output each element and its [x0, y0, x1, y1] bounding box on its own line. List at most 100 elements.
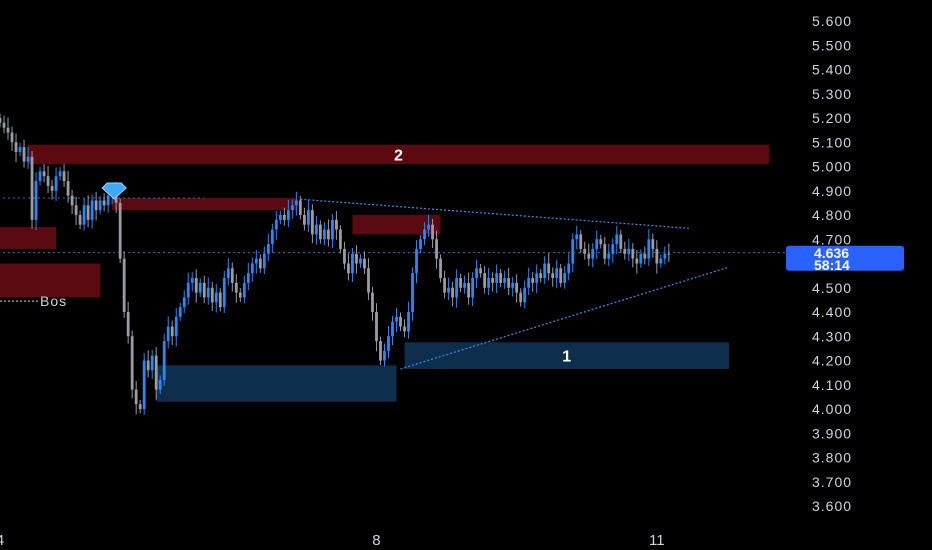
bar-body-23 [90, 200, 94, 220]
y-tick-label-18: 3.700 [812, 474, 852, 490]
bar-body-131 [523, 287, 527, 303]
bar-body-33 [130, 336, 134, 390]
bar-body-36 [142, 360, 146, 409]
bar-body-152 [607, 253, 611, 259]
bar-body-70 [278, 215, 282, 220]
y-tick-label-10: 4.500 [812, 280, 852, 296]
y-tick-label-11: 4.400 [812, 304, 852, 320]
bar-body-150 [599, 239, 603, 245]
bar-body-115 [459, 278, 462, 288]
bar-body-61 [242, 282, 246, 298]
bar-body-121 [483, 273, 487, 288]
bar-body-59 [234, 282, 238, 293]
bar-body-13 [50, 185, 54, 191]
zones-layer: 21 [0, 144, 769, 402]
bar-body-158 [631, 248, 635, 259]
bar-body-105 [419, 239, 422, 249]
bar-body-57 [226, 268, 230, 279]
bar-body-75 [298, 200, 302, 215]
bar-body-14 [54, 176, 58, 191]
bar-body-116 [463, 282, 466, 288]
bar-body-38 [150, 355, 154, 371]
bar-body-71 [282, 215, 286, 220]
bar-body-35 [138, 404, 142, 409]
bar-body-84 [335, 219, 338, 230]
last-price-value: 4.636 [814, 245, 849, 261]
bar-body-136 [543, 263, 547, 279]
bar-body-162 [647, 239, 651, 259]
bar-body-50 [198, 282, 202, 293]
bar-body-18 [70, 195, 74, 206]
bar-body-78 [310, 210, 314, 235]
bar-body-79 [315, 224, 318, 235]
bar-body-82 [327, 229, 330, 240]
last-price-badge-background [786, 245, 904, 271]
bar-body-30 [118, 202, 122, 259]
bar-body-123 [491, 278, 495, 283]
bar-body-138 [551, 273, 555, 279]
bar-body-127 [507, 278, 511, 288]
bar-body-22 [86, 205, 90, 220]
bar-body-3 [10, 132, 14, 143]
bar-body-137 [547, 263, 551, 274]
bar-body-130 [519, 292, 523, 303]
bar-body-166 [663, 253, 667, 259]
price-bars-layer [0, 113, 671, 415]
bar-body-46 [182, 297, 186, 308]
bar-body-77 [306, 210, 310, 225]
bar-body-134 [535, 273, 539, 283]
bar-body-34 [134, 389, 138, 405]
bar-body-68 [270, 229, 274, 245]
diamond-icon [101, 182, 127, 200]
y-tick-label-9: 4.700 [812, 231, 852, 247]
bar-body-52 [206, 287, 210, 298]
bar-body-49 [194, 278, 198, 293]
y-tick-label-1: 5.500 [812, 37, 852, 53]
bar-body-53 [210, 287, 214, 303]
bar-body-164 [655, 248, 659, 264]
bar-body-106 [423, 229, 426, 240]
y-tick-label-16: 3.900 [812, 425, 852, 441]
bar-body-4 [14, 142, 18, 152]
demand-zone-5 [404, 342, 729, 369]
bar-body-129 [515, 282, 519, 293]
bar-body-44 [174, 316, 178, 337]
bar-body-24 [94, 200, 98, 211]
bar-body-93 [371, 292, 374, 312]
supply-zone-2 [352, 215, 441, 235]
bar-body-135 [539, 273, 543, 279]
price-axis[interactable]: 5.600 5.500 5.400 5.300 5.200 5.100 5.000 4.900… [812, 13, 852, 514]
bar-body-100 [399, 316, 402, 327]
bar-body-167 [667, 253, 671, 255]
bar-body-107 [427, 224, 430, 230]
bar-body-141 [563, 273, 567, 283]
bar-body-73 [290, 205, 294, 211]
bar-body-159 [635, 258, 639, 264]
annotations-layer: Bos [0, 182, 127, 309]
x-tick-label-1: 8 [372, 532, 380, 549]
guide-lines-layer [0, 197, 785, 370]
supply-zone-1 [112, 198, 297, 211]
last-price-badge: 4.636 58:14 [786, 245, 904, 273]
supply-zone-0 [28, 144, 769, 165]
bar-body-72 [286, 210, 290, 220]
bar-body-147 [587, 253, 591, 259]
time-axis[interactable]: 4 8 11 [0, 532, 665, 549]
y-tick-label-17: 3.800 [812, 450, 852, 466]
bar-body-42 [166, 326, 170, 342]
bar-body-156 [623, 248, 627, 254]
y-tick-label-13: 4.200 [812, 353, 852, 369]
bar-body-95 [379, 341, 382, 361]
bar-body-157 [627, 248, 631, 254]
bar-body-32 [126, 312, 130, 337]
bar-body-111 [443, 278, 446, 293]
bar-body-113 [451, 287, 454, 298]
bar-body-110 [439, 258, 442, 279]
bar-body-99 [395, 316, 398, 322]
y-tick-label-7: 4.900 [812, 183, 852, 199]
bar-body-47 [186, 282, 190, 298]
bar-body-124 [495, 273, 499, 283]
x-tick-label-0: 4 [0, 532, 4, 549]
